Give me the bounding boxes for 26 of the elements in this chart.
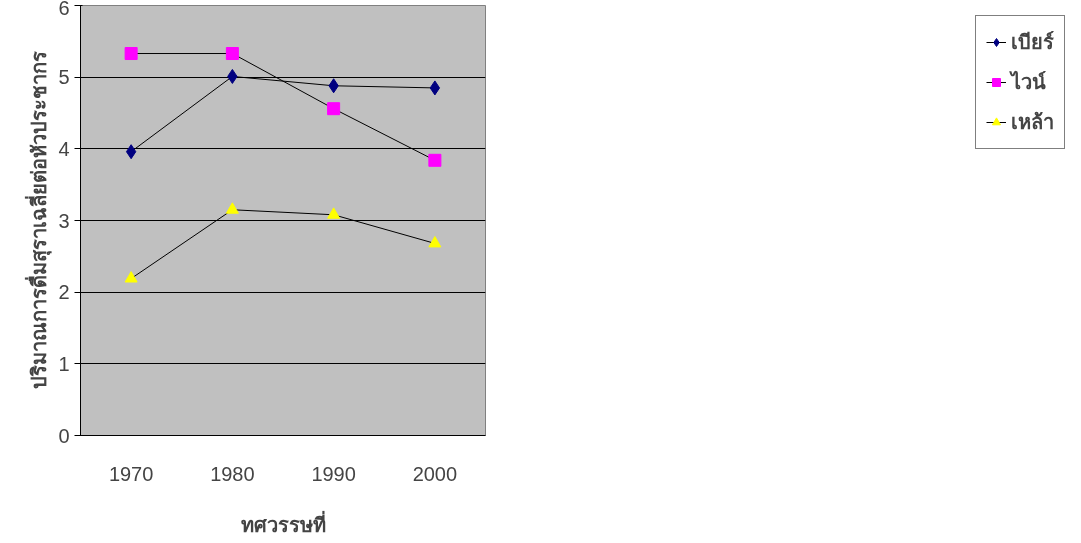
- y-tick-label: 6: [58, 0, 70, 19]
- y-tick-label: 3: [58, 209, 70, 232]
- point: [327, 207, 341, 219]
- point: [225, 202, 239, 214]
- y-tick-label: 2: [58, 281, 70, 304]
- point: [428, 153, 442, 167]
- y-tick-label: 4: [58, 137, 70, 160]
- y-tick-label: 1: [58, 352, 70, 375]
- point: [327, 102, 341, 116]
- y-tick-label: 0: [58, 424, 70, 447]
- x-tick-label: 1980: [210, 462, 255, 485]
- y-tick-label: 5: [58, 66, 70, 89]
- point: [125, 144, 137, 160]
- legend-label: เบียร์: [1011, 30, 1054, 55]
- y-axis-title: ปริมาณการดื่มสุราเฉลี่ยต่อหัวประชากร: [24, 51, 53, 390]
- legend-label: เหล้า: [1011, 110, 1054, 135]
- x-axis-title: ทศวรรษที่: [240, 509, 326, 536]
- x-tick-label: 1990: [311, 462, 356, 485]
- x-tick-label: 1970: [108, 462, 154, 485]
- point: [429, 80, 441, 96]
- point: [124, 271, 138, 283]
- x-tick-label: 2000: [412, 462, 458, 485]
- point: [124, 47, 138, 61]
- point: [428, 236, 442, 248]
- legend-label: ไวน์: [1011, 70, 1046, 95]
- point: [225, 47, 239, 61]
